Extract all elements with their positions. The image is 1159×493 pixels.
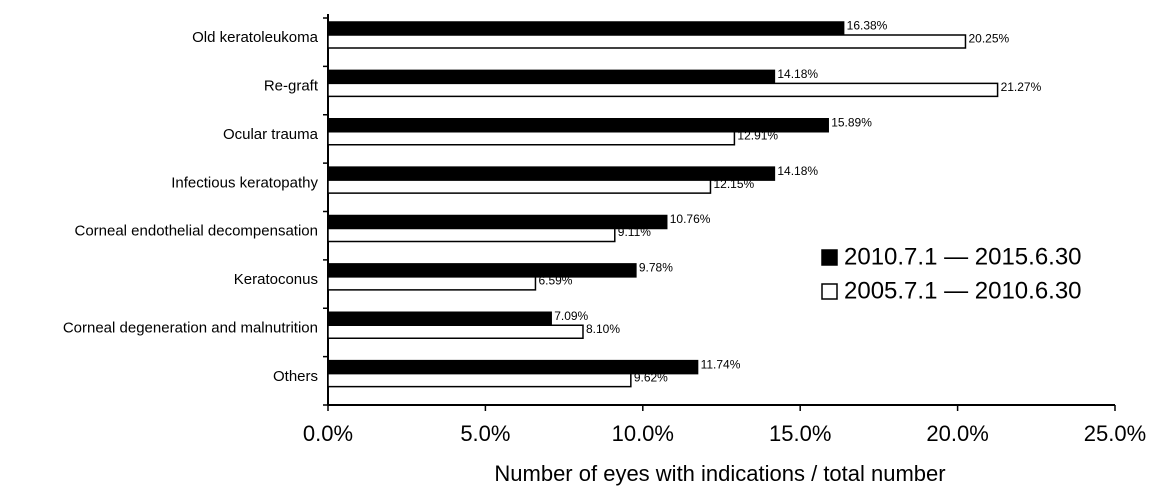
bar: [327, 131, 736, 146]
bar: [327, 214, 668, 230]
x-tick-label: 5.0%: [460, 421, 510, 446]
category-label: Others: [273, 368, 318, 385]
value-label: 10.76%: [670, 212, 711, 226]
x-axis-label: Number of eyes with indications / total …: [494, 461, 945, 486]
value-label: 12.15%: [713, 177, 754, 191]
category-label: Re-graft: [264, 78, 319, 95]
bar: [327, 34, 967, 49]
x-tick-label: 10.0%: [612, 421, 674, 446]
bar: [327, 372, 632, 388]
bar: [327, 69, 776, 85]
legend-label: 2005.7.1 — 2010.6.30: [844, 277, 1082, 304]
value-label: 8.10%: [586, 322, 620, 336]
value-label: 14.18%: [777, 164, 818, 178]
bar: [327, 324, 584, 339]
category-label: Infectious keratopathy: [171, 174, 318, 191]
x-tick-label: 20.0%: [926, 421, 988, 446]
x-tick-label: 25.0%: [1084, 421, 1146, 446]
category-label: Corneal degeneration and malnutrition: [63, 319, 318, 336]
value-label: 9.11%: [618, 225, 651, 239]
category-label: Keratoconus: [234, 271, 318, 288]
value-label: 9.78%: [639, 261, 673, 275]
value-label: 15.89%: [831, 115, 872, 129]
category-label: Corneal endothelial decompensation: [74, 223, 318, 240]
x-tick-label: 0.0%: [303, 421, 353, 446]
x-tick-label: 15.0%: [769, 421, 831, 446]
bar: [327, 21, 845, 36]
bar: [327, 311, 552, 326]
value-label: 12.91%: [737, 128, 778, 142]
legend-label: 2010.7.1 — 2015.6.30: [844, 243, 1082, 270]
value-label: 11.74%: [701, 357, 741, 371]
bar: [327, 82, 999, 98]
value-label: 6.59%: [538, 274, 572, 288]
bar: [327, 263, 637, 278]
bar: [327, 227, 616, 243]
value-label: 16.38%: [847, 19, 888, 33]
category-label: Old keratoleukoma: [192, 29, 319, 46]
legend-swatch: [821, 283, 838, 300]
value-label: 14.18%: [777, 67, 818, 81]
legend-swatch: [821, 249, 838, 266]
bar: [327, 276, 537, 291]
value-label: 20.25%: [968, 32, 1009, 46]
bar: [327, 166, 776, 181]
value-label: 7.09%: [554, 309, 588, 323]
bar: [327, 179, 712, 194]
value-label: 9.62%: [634, 370, 668, 384]
category-label: Ocular trauma: [223, 126, 319, 143]
value-label: 21.27%: [1001, 80, 1042, 94]
